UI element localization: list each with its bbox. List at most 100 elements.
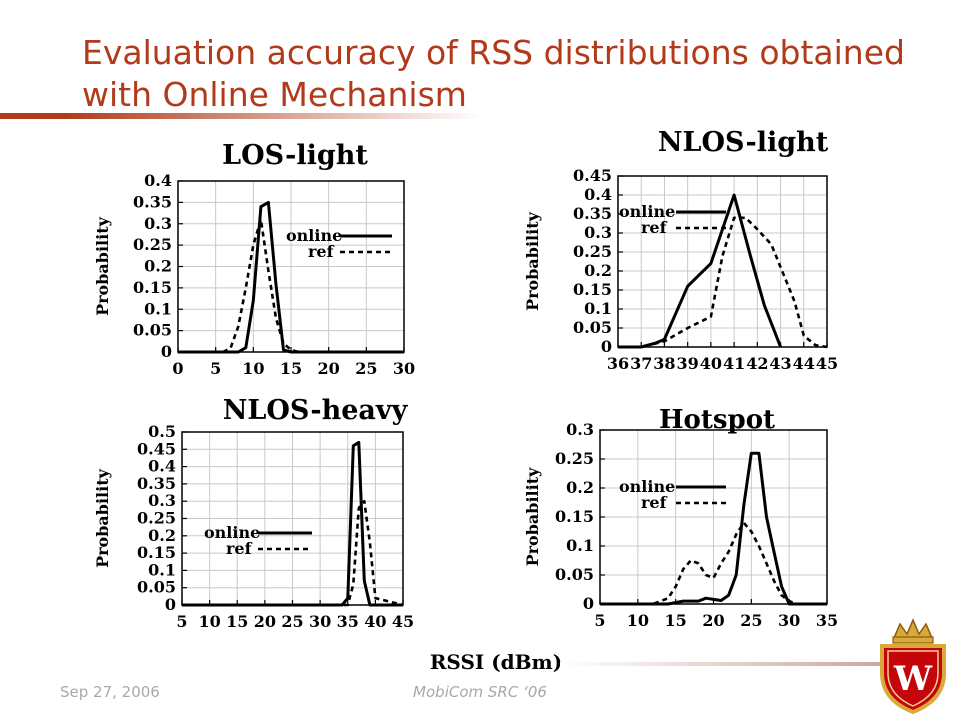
x-tick-label: 30 (778, 611, 800, 630)
x-tick-label: 36 (607, 354, 629, 373)
y-tick-label: 0.3 (144, 214, 172, 233)
y-tick-label: 0 (601, 337, 612, 356)
series-line-ref (618, 216, 828, 349)
y-tick-label: 0.2 (144, 257, 172, 276)
x-tick-label: 25 (281, 612, 303, 631)
legend-label-ref: ref (308, 242, 335, 261)
series-line-ref (600, 521, 827, 606)
x-tick-label: 15 (665, 611, 687, 630)
chart-title: NLOS-heavy (223, 395, 409, 426)
y-tick-label: 0.1 (144, 299, 172, 318)
title-underline-gradient (62, 113, 482, 119)
y-tick-label: 0 (161, 342, 172, 361)
y-tick-label: 0.05 (137, 578, 176, 597)
series-line-online (600, 451, 827, 606)
y-tick-label: 0 (165, 595, 176, 614)
y-tick-label: 0.2 (584, 261, 612, 280)
legend-label-ref: ref (226, 539, 253, 558)
y-axis-label: Probability (523, 467, 542, 567)
y-tick-label: 0.4 (584, 185, 612, 204)
x-tick-label: 35 (816, 611, 838, 630)
x-tick-label: 40 (364, 612, 386, 631)
y-tick-label: 0.35 (573, 204, 612, 223)
plot-frame (617, 175, 828, 348)
x-tick-label: 10 (627, 611, 649, 630)
y-tick-label: 0.5 (148, 422, 176, 441)
y-tick-label: 0.1 (148, 560, 176, 579)
legend-label-online: online (619, 202, 675, 221)
y-tick-label: 0.25 (555, 449, 594, 468)
x-tick-label: 45 (392, 612, 414, 631)
y-tick-label: 0.1 (584, 299, 612, 318)
x-tick-label: 10 (242, 359, 264, 378)
y-tick-label: 0.45 (137, 439, 176, 458)
y-tick-label: 0.05 (555, 565, 594, 584)
y-tick-label: 0.15 (137, 543, 176, 562)
series-line-online (178, 200, 404, 354)
x-tick-label: 38 (653, 354, 675, 373)
y-tick-label: 0.3 (584, 223, 612, 242)
y-tick-label: 0.05 (133, 321, 172, 340)
x-tick-label: 44 (793, 354, 815, 373)
x-tick-label: 41 (723, 354, 745, 373)
crest-crown (892, 618, 934, 644)
y-tick-label: 0.4 (144, 171, 172, 190)
series-line-online (618, 193, 782, 349)
y-tick-label: 0.35 (133, 192, 172, 211)
footer-event: MobiCom SRC ‘06 (413, 683, 547, 701)
x-tick-label: 0 (172, 359, 183, 378)
x-tick-label: 42 (746, 354, 768, 373)
y-tick-label: 0.15 (555, 507, 594, 526)
series-line-ref (182, 499, 404, 607)
x-tick-label: 43 (769, 354, 791, 373)
chart-title: LOS-light (222, 140, 368, 171)
y-tick-label: 0.25 (133, 235, 172, 254)
x-tick-label: 40 (700, 354, 722, 373)
x-tick-label: 15 (280, 359, 302, 378)
y-tick-label: 0.2 (148, 526, 176, 545)
y-axis-label: Probability (523, 211, 542, 311)
chart-title: NLOS-light (658, 127, 829, 158)
y-tick-label: 0.25 (573, 242, 612, 261)
series-line-online (182, 440, 403, 607)
y-tick-label: 0.45 (573, 166, 612, 185)
legend-label-ref: ref (641, 218, 668, 237)
x-tick-label: 20 (254, 612, 276, 631)
x-tick-label: 39 (677, 354, 699, 373)
x-tick-label: 37 (630, 354, 652, 373)
y-tick-label: 0.1 (566, 536, 594, 555)
shared-x-axis-label: RSSI (dBm) (430, 650, 562, 674)
x-tick-label: 30 (309, 612, 331, 631)
university-crest-icon: W (880, 618, 946, 714)
legend-label-online: online (204, 523, 260, 542)
y-axis-label: Probability (93, 468, 112, 568)
title-accent-bar (0, 113, 62, 119)
x-tick-label: 20 (318, 359, 340, 378)
y-tick-label: 0 (583, 594, 594, 613)
legend-label-online: online (286, 226, 342, 245)
x-tick-label: 10 (198, 612, 220, 631)
legend-label-ref: ref (641, 493, 668, 512)
x-tick-label: 35 (337, 612, 359, 631)
y-tick-label: 0.3 (566, 420, 594, 439)
crest-letter: W (893, 659, 933, 699)
y-tick-label: 0.15 (573, 280, 612, 299)
y-tick-label: 0.15 (133, 278, 172, 297)
y-tick-label: 0.4 (148, 457, 176, 476)
x-tick-label: 20 (702, 611, 724, 630)
x-tick-label: 5 (210, 359, 221, 378)
x-tick-label: 5 (594, 611, 605, 630)
footer-date: Sep 27, 2006 (60, 683, 160, 701)
x-tick-label: 45 (816, 354, 838, 373)
footer-rule (560, 662, 880, 666)
y-tick-label: 0.25 (137, 509, 176, 528)
x-tick-label: 25 (355, 359, 377, 378)
y-axis-label: Probability (93, 216, 112, 316)
y-tick-label: 0.05 (573, 318, 612, 337)
x-tick-label: 25 (740, 611, 762, 630)
